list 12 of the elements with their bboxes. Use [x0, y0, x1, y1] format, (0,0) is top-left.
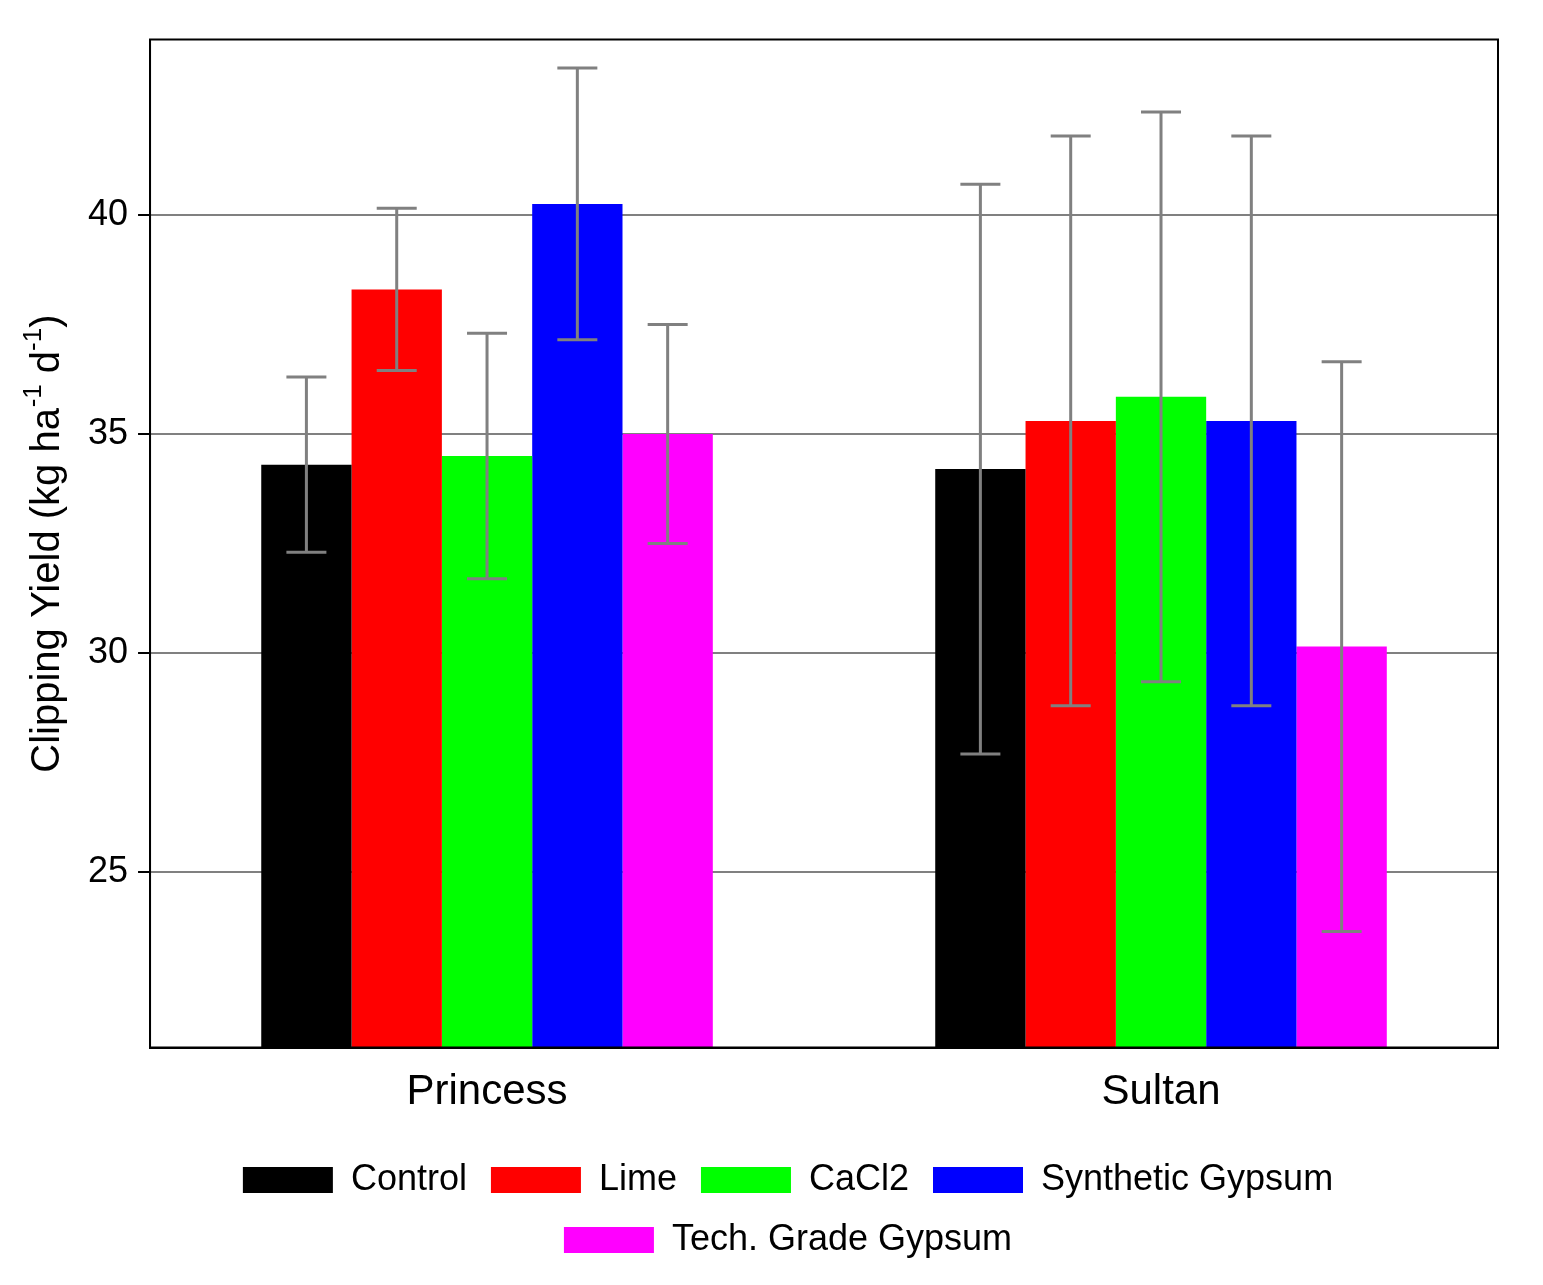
y-tick-label: 25 [88, 849, 129, 891]
legend-label: Control [350, 1156, 467, 1198]
y-tick-label: 35 [88, 410, 129, 452]
x-tick-label: Princess [406, 1066, 568, 1114]
y-tick-label: 40 [88, 191, 129, 233]
legend-label: CaCl2 [808, 1156, 910, 1198]
y-tick-label: 30 [88, 630, 129, 672]
y-axis-title: Clipping Yield (kg ha-1 d-1) [17, 314, 68, 773]
legend-label: Synthetic Gypsum [1041, 1156, 1334, 1198]
legend-label: Lime [598, 1156, 677, 1198]
x-tick-label: Sultan [1101, 1066, 1221, 1114]
legend-label: Tech. Grade Gypsum [671, 1216, 1013, 1258]
